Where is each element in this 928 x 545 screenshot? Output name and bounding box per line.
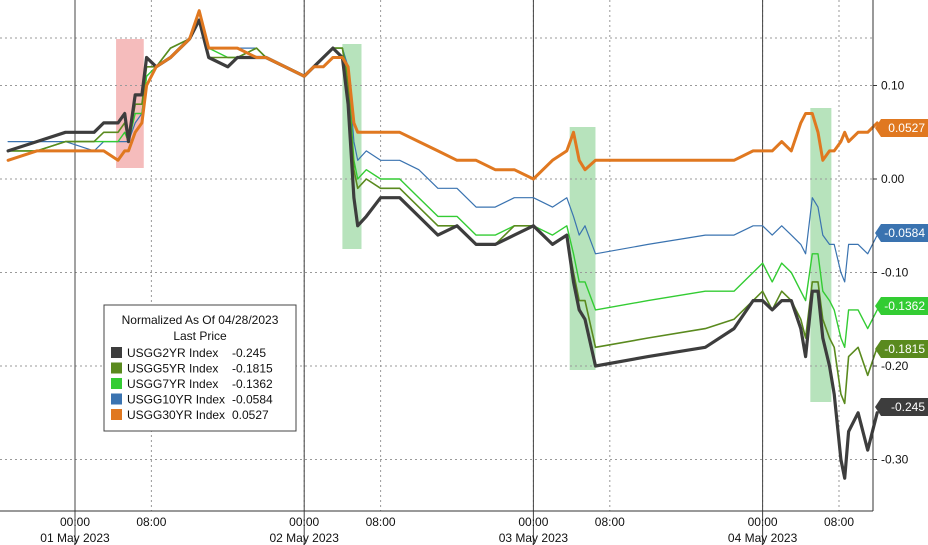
x-tick-label: 08:00 [824,515,854,529]
x-tick-label: 00:00 [518,515,548,529]
last-price-badge: -0.245 [875,398,928,416]
x-tick-label: 00:00 [60,515,90,529]
legend-swatch [111,409,122,420]
last-price-badge: -0.1815 [875,340,928,358]
series-lines [6,9,879,480]
last-price-badge-shape [875,224,928,242]
day-label: 03 May 2023 [499,531,569,545]
legend-subtitle: Last Price [173,329,227,343]
legend-series-name: USGG5YR Index [127,362,218,376]
axes: 0.10 0.00 -0.10 -0.20 -0.30 00:00 08:00 00:00 08… [0,0,909,545]
legend-swatch [111,347,122,358]
last-price-value: -0.1362 [884,299,925,313]
y-tick-label: -0.30 [881,453,909,467]
legend: Normalized As Of 04/28/2023 Last Price USG… [103,304,297,432]
legend-series-value: -0.1362 [232,377,273,391]
last-price-badge-shape [875,119,928,137]
day-label: 01 May 2023 [40,531,110,545]
series-line-usgg30yr [6,9,879,181]
x-tick-label: 08:00 [595,515,625,529]
legend-series-value: -0.245 [232,346,266,360]
x-tick-label: 08:00 [366,515,396,529]
last-price-badge: -0.1362 [875,297,928,315]
legend-series-name: USGG30YR Index [127,408,225,422]
day-label: 02 May 2023 [270,531,340,545]
legend-title: Normalized As Of 04/28/2023 [122,313,279,327]
last-price-badges: -0.245 -0.1815 -0.1362 -0.0584 0.0527 [875,119,928,416]
last-price-badge: -0.0584 [875,224,928,242]
series-line-usgg2yr [6,18,879,480]
last-price-value: -0.245 [891,400,925,414]
day-label: 04 May 2023 [728,531,798,545]
last-price-badge-shape [875,297,928,315]
legend-series-name: USGG2YR Index [127,346,218,360]
last-price-value: -0.0584 [884,226,925,240]
last-price-badge-shape [875,398,928,416]
x-tick-label: 08:00 [136,515,166,529]
y-tick-label: -0.20 [881,359,909,373]
last-price-badge: 0.0527 [875,119,928,137]
legend-series-value: -0.0584 [232,393,273,407]
x-tick-label: 00:00 [289,515,319,529]
y-tick-label: 0.00 [881,172,905,186]
y-tick-label: -0.10 [881,266,909,280]
legend-series-name: USGG10YR Index [127,393,225,407]
legend-swatch [111,362,122,374]
last-price-value: -0.1815 [884,342,925,356]
gridlines [0,0,873,545]
legend-swatch [111,378,122,389]
x-tick-label: 00:00 [748,515,778,529]
legend-swatch [111,393,122,405]
legend-series-value: 0.0527 [232,408,269,422]
last-price-badge-shape [875,340,928,358]
legend-series-name: USGG7YR Index [127,377,218,391]
y-tick-label: 0.10 [881,79,905,93]
legend-series-value: -0.1815 [232,362,273,376]
legend-box [103,304,297,432]
last-price-value: 0.0527 [888,121,925,135]
